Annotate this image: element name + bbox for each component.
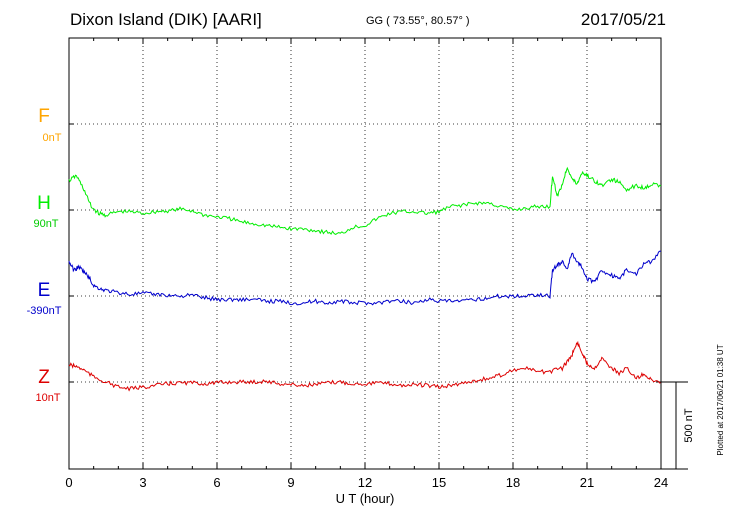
x-tick-label: 3 <box>139 475 146 490</box>
plotted-at-stamp: Plotted at 2017/06/21 01:38 UT <box>716 344 725 455</box>
x-axis-label: U T (hour) <box>336 491 395 506</box>
baseline-e: -390nT <box>26 305 62 317</box>
x-tick-label: 9 <box>287 475 294 490</box>
station-title: Dixon Island (DIK) [AARI] <box>70 10 262 29</box>
x-tick-label: 24 <box>654 475 668 490</box>
x-tick-label: 6 <box>213 475 220 490</box>
series-line-h <box>68 166 662 235</box>
series-line-z <box>68 340 662 392</box>
baseline-h: 90nT <box>33 218 59 230</box>
x-tick-label: 0 <box>65 475 72 490</box>
baseline-z: 10nT <box>35 392 61 404</box>
x-tick-label: 15 <box>432 475 446 490</box>
label-z: Z <box>38 367 50 388</box>
label-e: E <box>37 280 51 301</box>
x-tick-label: 12 <box>358 475 372 490</box>
label-f: F <box>38 106 50 127</box>
baseline-f: 0nT <box>42 132 62 144</box>
plot-date: 2017/05/21 <box>580 10 666 29</box>
label-h: H <box>37 193 51 214</box>
x-tick-label: 21 <box>580 475 594 490</box>
geographic-coordinates: GG ( 73.55°, 80.57° ) <box>366 15 470 27</box>
scale-bar-label: 500 nT <box>683 408 695 443</box>
x-tick-label: 18 <box>506 475 520 490</box>
series-line-e <box>68 250 662 306</box>
